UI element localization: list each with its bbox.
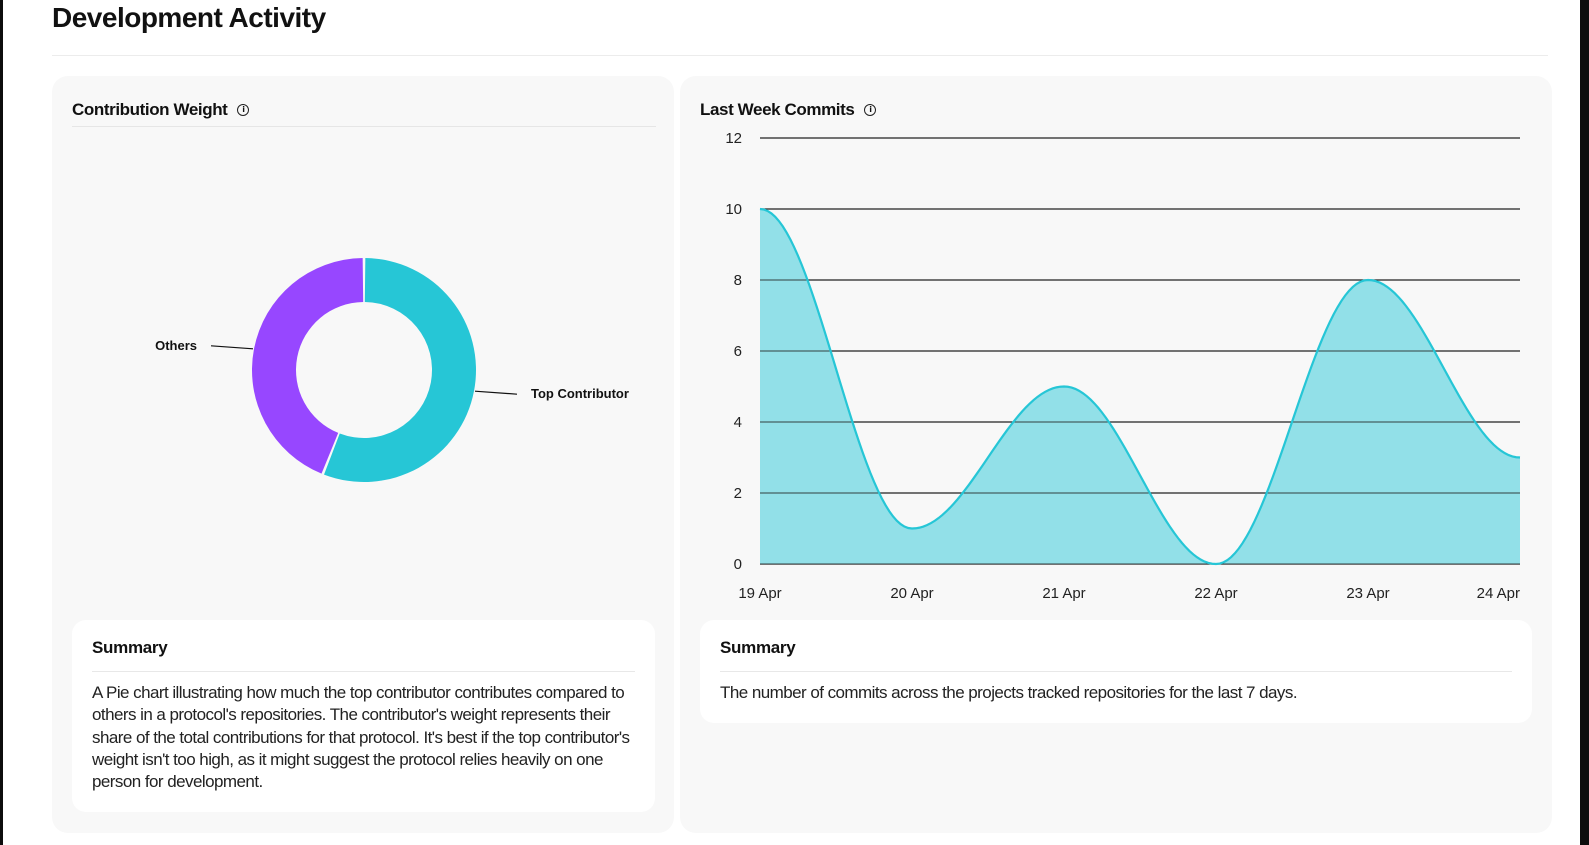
donut-leader-line: [474, 390, 518, 395]
summary-title: Summary: [92, 638, 168, 657]
commits-data-point[interactable]: [757, 206, 763, 212]
y-tick-label: 10: [725, 201, 742, 218]
info-icon[interactable]: i: [237, 104, 250, 116]
summary-divider: [92, 671, 635, 672]
contribution-donut-chart: Top Contributor Others: [155, 258, 629, 482]
page-title: Development Activity: [52, 2, 326, 33]
x-tick-label: 22 Apr: [1194, 585, 1237, 602]
x-tick-label: 21 Apr: [1042, 585, 1085, 602]
commits-area-line: [759, 207, 1521, 566]
x-tick-label: 20 Apr: [890, 585, 933, 602]
y-tick-label: 6: [734, 343, 742, 360]
commits-data-point[interactable]: [1365, 277, 1371, 283]
y-tick-label: 0: [734, 556, 742, 573]
y-tick-label: 12: [725, 130, 742, 147]
x-tick-label: 23 Apr: [1346, 585, 1389, 602]
commits-data-point[interactable]: [1213, 561, 1219, 567]
donut-slice-others[interactable]: [251, 258, 364, 474]
right-edge-strip: [1580, 0, 1589, 845]
left-edge-bar: [0, 0, 3, 845]
commits-area-chart: 0 2 4 6 8 10 12 19 Apr 20 Apr 21 Apr 22 Apr 23 Apr 2…: [725, 130, 1523, 602]
summary-divider: [720, 671, 1512, 672]
x-tick-label: 24 Apr: [1477, 585, 1520, 602]
x-tick-label: 19 Apr: [738, 585, 781, 602]
summary-title: Summary: [720, 638, 796, 657]
commits-data-point[interactable]: [909, 526, 915, 532]
donut-leader-line: [210, 345, 254, 350]
title-divider: [52, 55, 1548, 56]
y-tick-label: 8: [734, 272, 742, 289]
contribution-weight-header: Contribution Weight i: [72, 94, 250, 126]
y-tick-label: 2: [734, 485, 742, 502]
contribution-weight-title: Contribution Weight: [72, 100, 228, 119]
donut-slice-top-contributor[interactable]: [324, 258, 476, 482]
commits-area-fill: [760, 209, 1520, 564]
y-tick-label: 4: [734, 414, 742, 431]
card-header-divider: [72, 126, 656, 127]
donut-label: Top Contributor: [531, 386, 629, 401]
summary-text: A Pie chart illustrating how much the to…: [92, 683, 630, 792]
last-week-commits-title: Last Week Commits: [700, 100, 855, 119]
summary-text: The number of commits across the project…: [720, 683, 1298, 702]
contribution-summary-panel: Summary A Pie chart illustrating how muc…: [72, 620, 655, 812]
commits-data-point[interactable]: [1517, 455, 1523, 461]
commits-summary-panel: Summary The number of commits across the…: [700, 620, 1532, 723]
last-week-commits-header: Last Week Commits i: [700, 94, 877, 126]
last-week-commits-card: Last Week Commits i 0 2 4 6 8 10 12 19 Apr 20 Ap…: [680, 76, 1552, 833]
commits-data-point[interactable]: [1061, 384, 1067, 390]
donut-label: Others: [155, 338, 197, 353]
info-icon[interactable]: i: [864, 104, 877, 116]
contribution-weight-card: Contribution Weight i Top Contributor Oth…: [52, 76, 674, 833]
